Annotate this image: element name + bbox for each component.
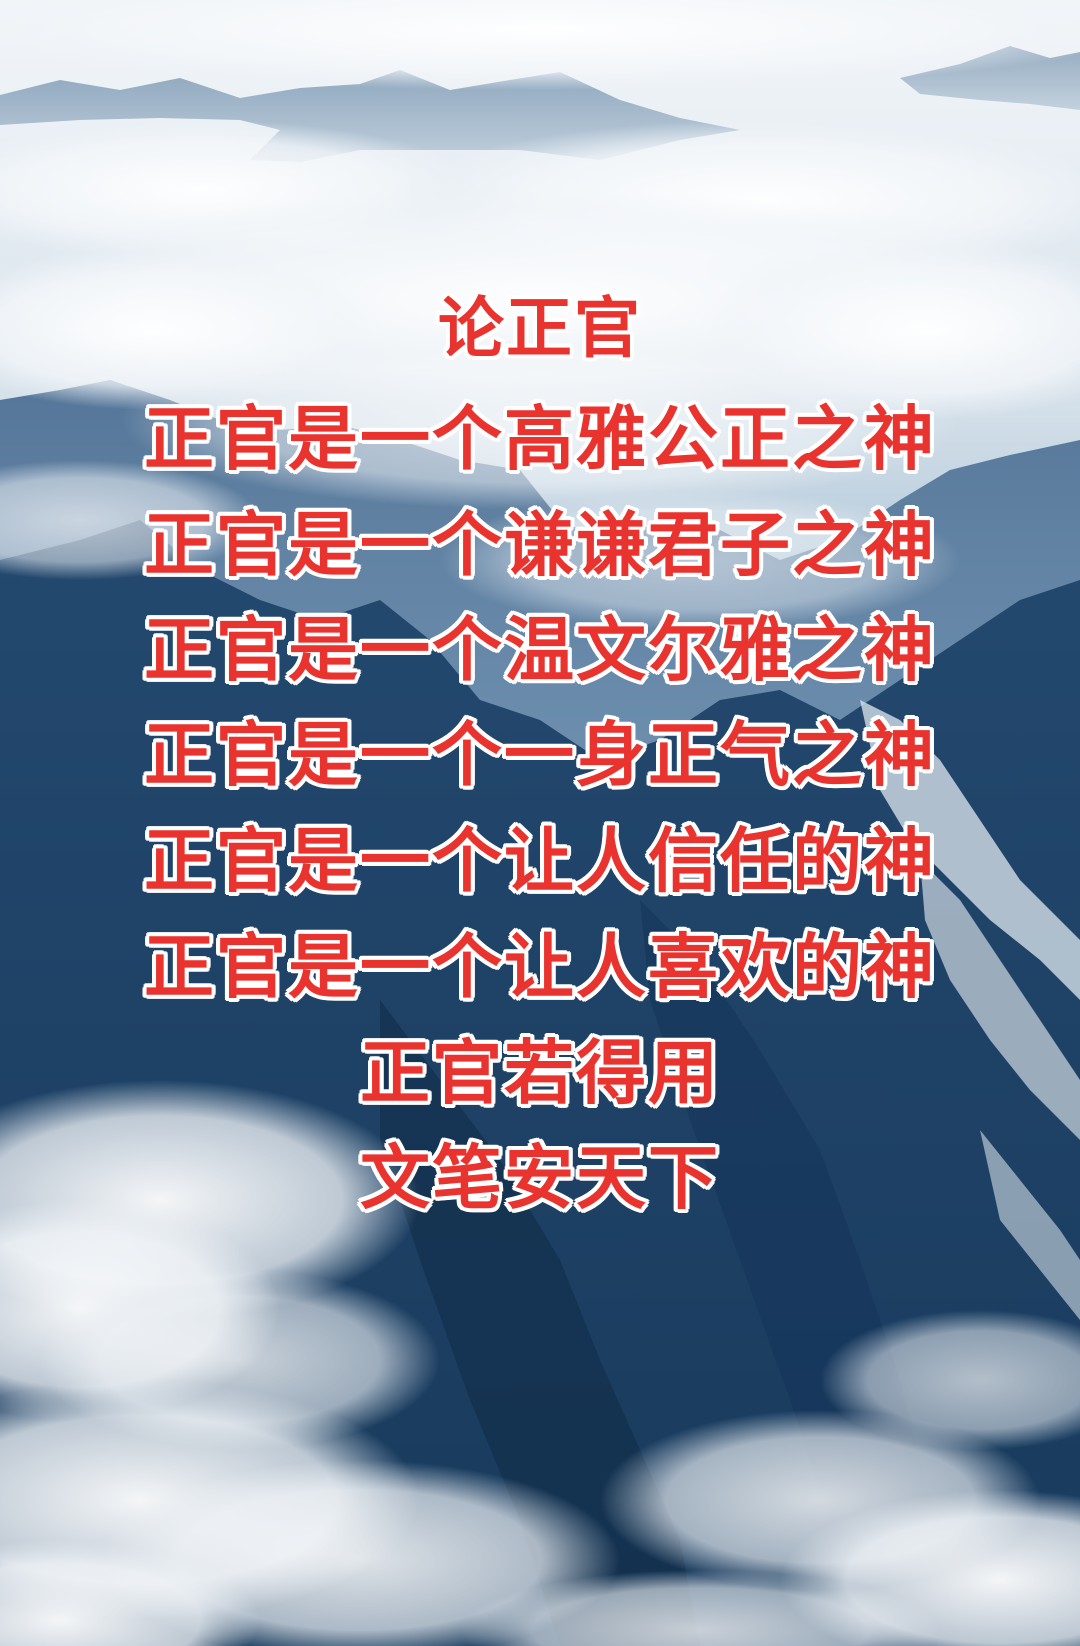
poem-line-6: 正官是一个让人喜欢的神: [144, 926, 936, 1008]
poem-line-3: 正官是一个温文尔雅之神: [144, 609, 936, 691]
poem-line-1: 正官是一个高雅公正之神: [144, 398, 936, 480]
poem-line-7: 正官若得用: [360, 1032, 720, 1114]
poem-title: 论正官: [438, 290, 642, 367]
poem-line-5: 正官是一个让人信任的神: [144, 820, 936, 902]
poem-line-2: 正官是一个谦谦君子之神: [144, 504, 936, 586]
poem-line-4: 正官是一个一身正气之神: [144, 714, 936, 796]
poem-line-8: 文笔安天下: [360, 1137, 720, 1219]
